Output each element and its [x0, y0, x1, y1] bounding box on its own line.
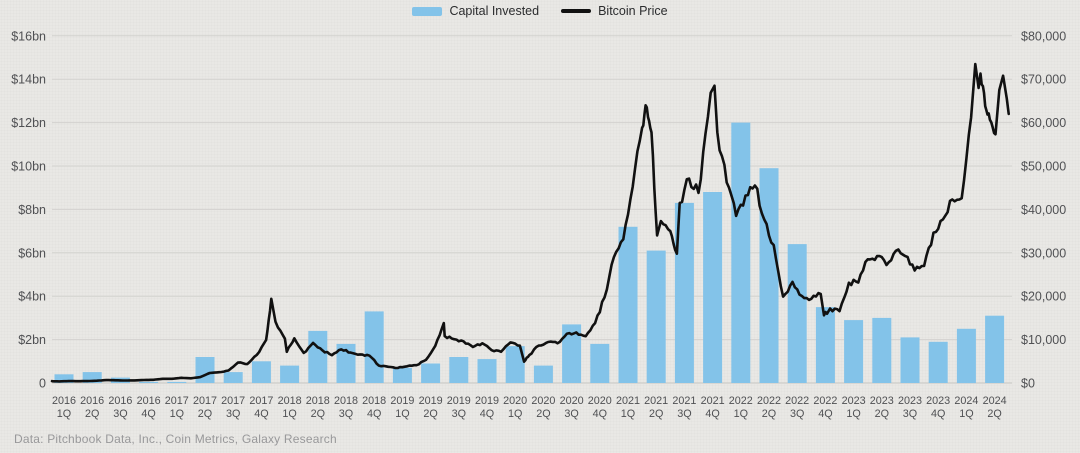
x-axis-label: 2022 1Q [729, 395, 753, 420]
x-axis-label: 2016 1Q [52, 395, 76, 420]
x-axis-label: 2019 3Q [447, 395, 471, 420]
capital-invested-bar [562, 324, 582, 383]
capital-invested-bar [928, 341, 948, 383]
y-axis-left-label: $6bn [18, 246, 46, 260]
capital-invested-bar [703, 192, 723, 383]
y-axis-right-label: $0 [1021, 377, 1035, 391]
y-axis-right-label: $60,000 [1021, 116, 1066, 130]
x-axis-label: 2019 2Q [419, 395, 443, 420]
x-axis-label: 2018 2Q [306, 395, 330, 420]
legend-item-capital-invested: Capital Invested [412, 4, 539, 18]
x-axis-label: 2016 3Q [108, 395, 132, 420]
x-axis-label: 2020 3Q [560, 395, 584, 420]
capital-invested-bar [251, 361, 271, 383]
x-axis-label: 2017 4Q [249, 395, 273, 420]
capital-invested-bar [167, 381, 187, 383]
x-axis-label: 2019 1Q [390, 395, 414, 420]
capital-invested-bar [477, 359, 497, 383]
capital-invested-bar [364, 311, 384, 383]
x-axis-label: 2017 1Q [165, 395, 189, 420]
y-axis-right-label: $70,000 [1021, 73, 1066, 87]
x-axis-label: 2022 4Q [813, 395, 837, 420]
legend-label-bitcoin-price: Bitcoin Price [598, 4, 668, 18]
y-axis-left-label: $4bn [18, 290, 46, 304]
x-axis-label: 2018 1Q [278, 395, 302, 420]
capital-invested-bar [787, 244, 807, 383]
y-axis-left-label: $2bn [18, 333, 46, 347]
y-axis-right-label: $80,000 [1021, 29, 1066, 43]
x-axis-label: 2022 3Q [785, 395, 809, 420]
x-axis-label: 2017 3Q [221, 395, 245, 420]
y-axis-left-label: $8bn [18, 203, 46, 217]
y-axis-left-label: $12bn [11, 116, 46, 130]
x-axis-label: 2023 2Q [870, 395, 894, 420]
capital-invested-bar [505, 346, 525, 383]
y-axis-left-label: $16bn [11, 29, 46, 43]
capital-invested-swatch-icon [412, 6, 443, 16]
x-axis-label: 2021 3Q [672, 395, 696, 420]
x-axis-label: 2021 1Q [616, 395, 640, 420]
y-axis-right-label: $40,000 [1021, 203, 1066, 217]
x-axis-label: 2023 3Q [898, 395, 922, 420]
capital-invested-bar [421, 363, 441, 383]
bitcoin-price-swatch-icon [561, 9, 592, 13]
capital-invested-bar [82, 372, 102, 383]
capital-invested-bar [533, 365, 553, 383]
capital-invested-bar [280, 365, 300, 383]
y-axis-left-label: 0 [39, 377, 46, 391]
capital-invested-bar [956, 328, 976, 384]
capital-invested-bar [900, 337, 920, 383]
y-axis-left-label: $14bn [11, 73, 46, 87]
capital-invested-bar [139, 381, 159, 383]
capital-invested-bar [223, 372, 243, 383]
capital-invested-bar [618, 226, 638, 383]
bitcoin-price-line [50, 62, 1010, 383]
x-axis-label: 2024 1Q [954, 395, 978, 420]
x-axis-label: 2023 4Q [926, 395, 950, 420]
legend-label-capital-invested: Capital Invested [449, 4, 540, 18]
capital-invested-bar [674, 202, 694, 383]
capital-invested-bar [759, 168, 779, 383]
x-axis-label: 2016 2Q [80, 395, 104, 420]
capital-invested-bar [646, 250, 666, 383]
legend-item-bitcoin-price: Bitcoin Price [561, 4, 668, 18]
capital-invested-bar [195, 357, 215, 383]
y-axis-right-label: $10,000 [1021, 333, 1066, 347]
chart-legend: Capital Invested Bitcoin Price [0, 2, 1080, 20]
x-axis-label: 2016 4Q [137, 395, 161, 420]
capital-invested-bar [872, 317, 892, 383]
x-axis-label: 2021 4Q [701, 395, 725, 420]
x-axis-label: 2017 2Q [193, 395, 217, 420]
capital-invested-bar [54, 374, 74, 383]
y-axis-right-label: $50,000 [1021, 160, 1066, 174]
y-axis-right-label: $20,000 [1021, 290, 1066, 304]
x-axis-label: 2023 1Q [842, 395, 866, 420]
capital-invested-bar [731, 122, 751, 383]
x-axis-label: 2020 1Q [503, 395, 527, 420]
capital-invested-bar [308, 330, 328, 383]
capital-invested-bar [815, 307, 835, 383]
x-axis-label: 2018 3Q [334, 395, 358, 420]
y-axis-right-label: $30,000 [1021, 246, 1066, 260]
x-axis-label: 2018 4Q [362, 395, 386, 420]
capital-invested-bar [392, 367, 412, 383]
y-axis-left-label: $10bn [11, 160, 46, 174]
capital-invested-bar [449, 357, 469, 383]
capital-invested-bar [590, 343, 610, 383]
x-axis-label: 2020 2Q [531, 395, 555, 420]
capital-invested-bar [985, 315, 1005, 383]
data-source-note: Data: Pitchbook Data, Inc., Coin Metrics… [14, 432, 337, 446]
x-axis-label: 2021 2Q [644, 395, 668, 420]
x-axis-label: 2020 4Q [588, 395, 612, 420]
x-axis-label: 2019 4Q [475, 395, 499, 420]
x-axis-label: 2022 2Q [757, 395, 781, 420]
capital-invested-bar [844, 320, 864, 383]
x-axis-label: 2024 2Q [983, 395, 1007, 420]
